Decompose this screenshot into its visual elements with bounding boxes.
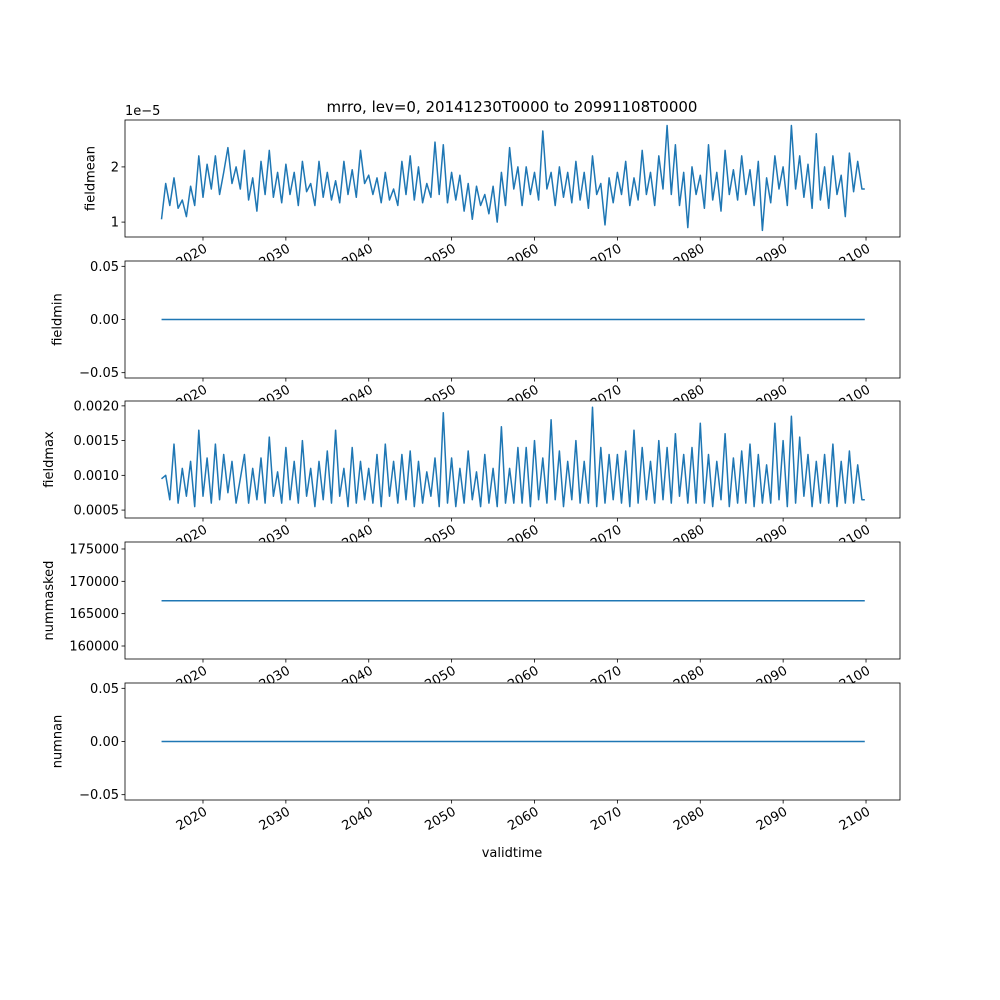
numnan-y-tick-label: −0.05	[79, 788, 119, 803]
x-axis-label: validtime	[482, 846, 543, 861]
panel-fieldmean-frame	[124, 119, 901, 238]
fieldmax-y-tick-label: 0.0015	[74, 434, 120, 449]
nummasked-y-tick-label: 160000	[69, 640, 119, 655]
fieldmax-y-axis-label: fieldmax	[42, 431, 57, 488]
numnan-y-tick-label: 0.05	[90, 682, 119, 697]
nummasked-y-axis-label: nummasked	[42, 561, 57, 641]
numnan-y-axis-label: numnan	[51, 715, 66, 769]
nummasked-y-tick-label: 175000	[69, 542, 119, 557]
fieldmean-y-tick-label: 1	[111, 216, 119, 231]
fieldmean-series-line	[160, 124, 865, 232]
y-offset-text: 1e−5	[125, 104, 160, 119]
fieldmax-series-line	[161, 406, 865, 508]
fieldmin-y-axis-label: fieldmin	[51, 293, 66, 346]
panel-fieldmax-frame	[124, 400, 901, 519]
numnan-y-tick-label: 0.00	[90, 735, 119, 750]
fieldmin-y-tick-label: 0.05	[90, 260, 119, 275]
fieldmax-y-tick-label: 0.0005	[74, 504, 120, 519]
fieldmax-y-tick-label: 0.0020	[74, 399, 120, 414]
fieldmean-y-axis-label: fieldmean	[84, 146, 99, 211]
nummasked-y-tick-label: 165000	[69, 607, 119, 622]
fieldmean-y-tick-label: 2	[111, 160, 119, 175]
nummasked-y-tick-label: 170000	[69, 575, 119, 590]
panel-nummasked-frame	[124, 541, 901, 660]
chart-title: mrro, lev=0, 20141230T0000 to 20991108T0…	[327, 98, 698, 116]
fieldmin-y-tick-label: −0.05	[79, 366, 119, 381]
fieldmin-y-tick-label: 0.00	[90, 313, 119, 328]
fieldmax-y-tick-label: 0.0010	[74, 469, 120, 484]
